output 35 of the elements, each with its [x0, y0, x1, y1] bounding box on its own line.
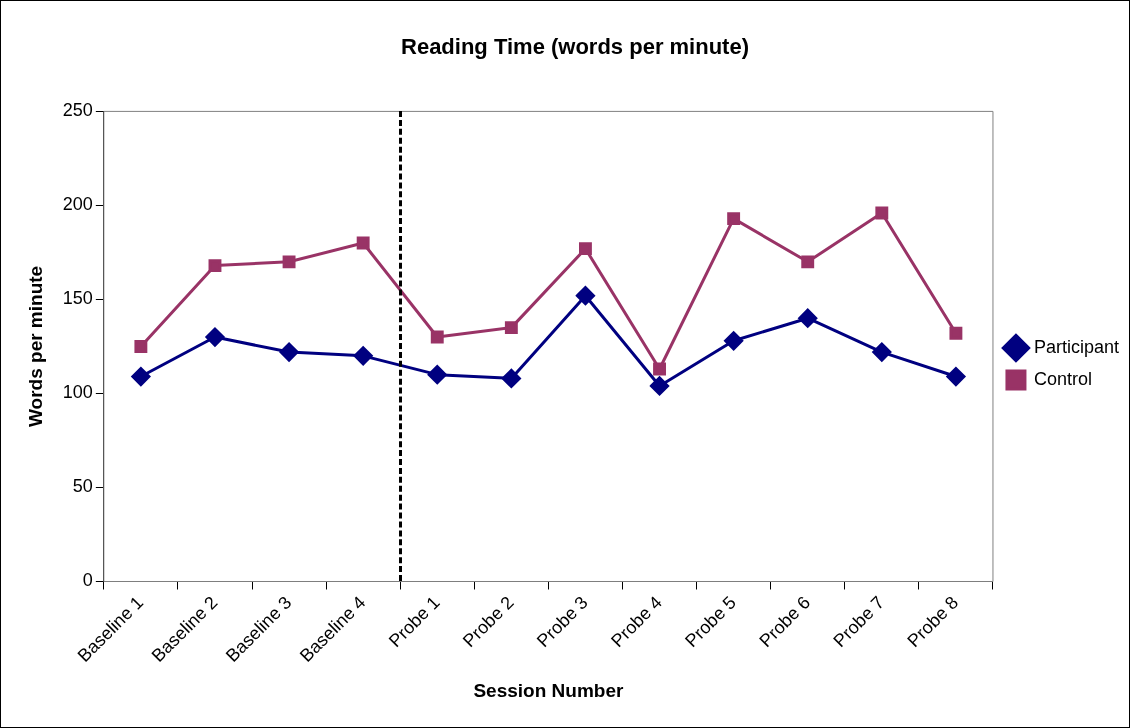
point [575, 286, 595, 306]
point [504, 321, 518, 335]
point [724, 331, 744, 351]
point [282, 255, 296, 269]
y-tick-label: 250 [62, 100, 93, 121]
y-tick-label: 100 [62, 382, 93, 403]
point [208, 259, 222, 273]
point [872, 342, 892, 362]
point [430, 330, 444, 344]
legend-label: Control [1033, 368, 1092, 389]
chart-title: Reading Time (words per minute) [401, 34, 749, 60]
y-tick-label: 50 [72, 476, 93, 497]
point [501, 368, 521, 388]
point [427, 365, 447, 385]
point [875, 206, 889, 220]
point [279, 342, 299, 362]
point [650, 376, 670, 396]
point [353, 346, 373, 366]
point [946, 367, 966, 387]
legend-label: Participant [1033, 336, 1119, 357]
y-tick-label: 0 [82, 570, 93, 591]
point [356, 236, 370, 250]
point [949, 326, 963, 340]
x-axis-title: Session Number [473, 679, 624, 701]
point [131, 367, 151, 387]
y-axis-title: Words per minute [24, 265, 46, 428]
point [578, 242, 592, 256]
point [798, 308, 818, 328]
point [653, 362, 666, 376]
point [205, 327, 225, 347]
point [801, 255, 815, 269]
point [134, 339, 148, 353]
y-tick-label: 150 [62, 288, 93, 309]
point [727, 212, 741, 226]
y-tick-label: 200 [62, 194, 93, 215]
